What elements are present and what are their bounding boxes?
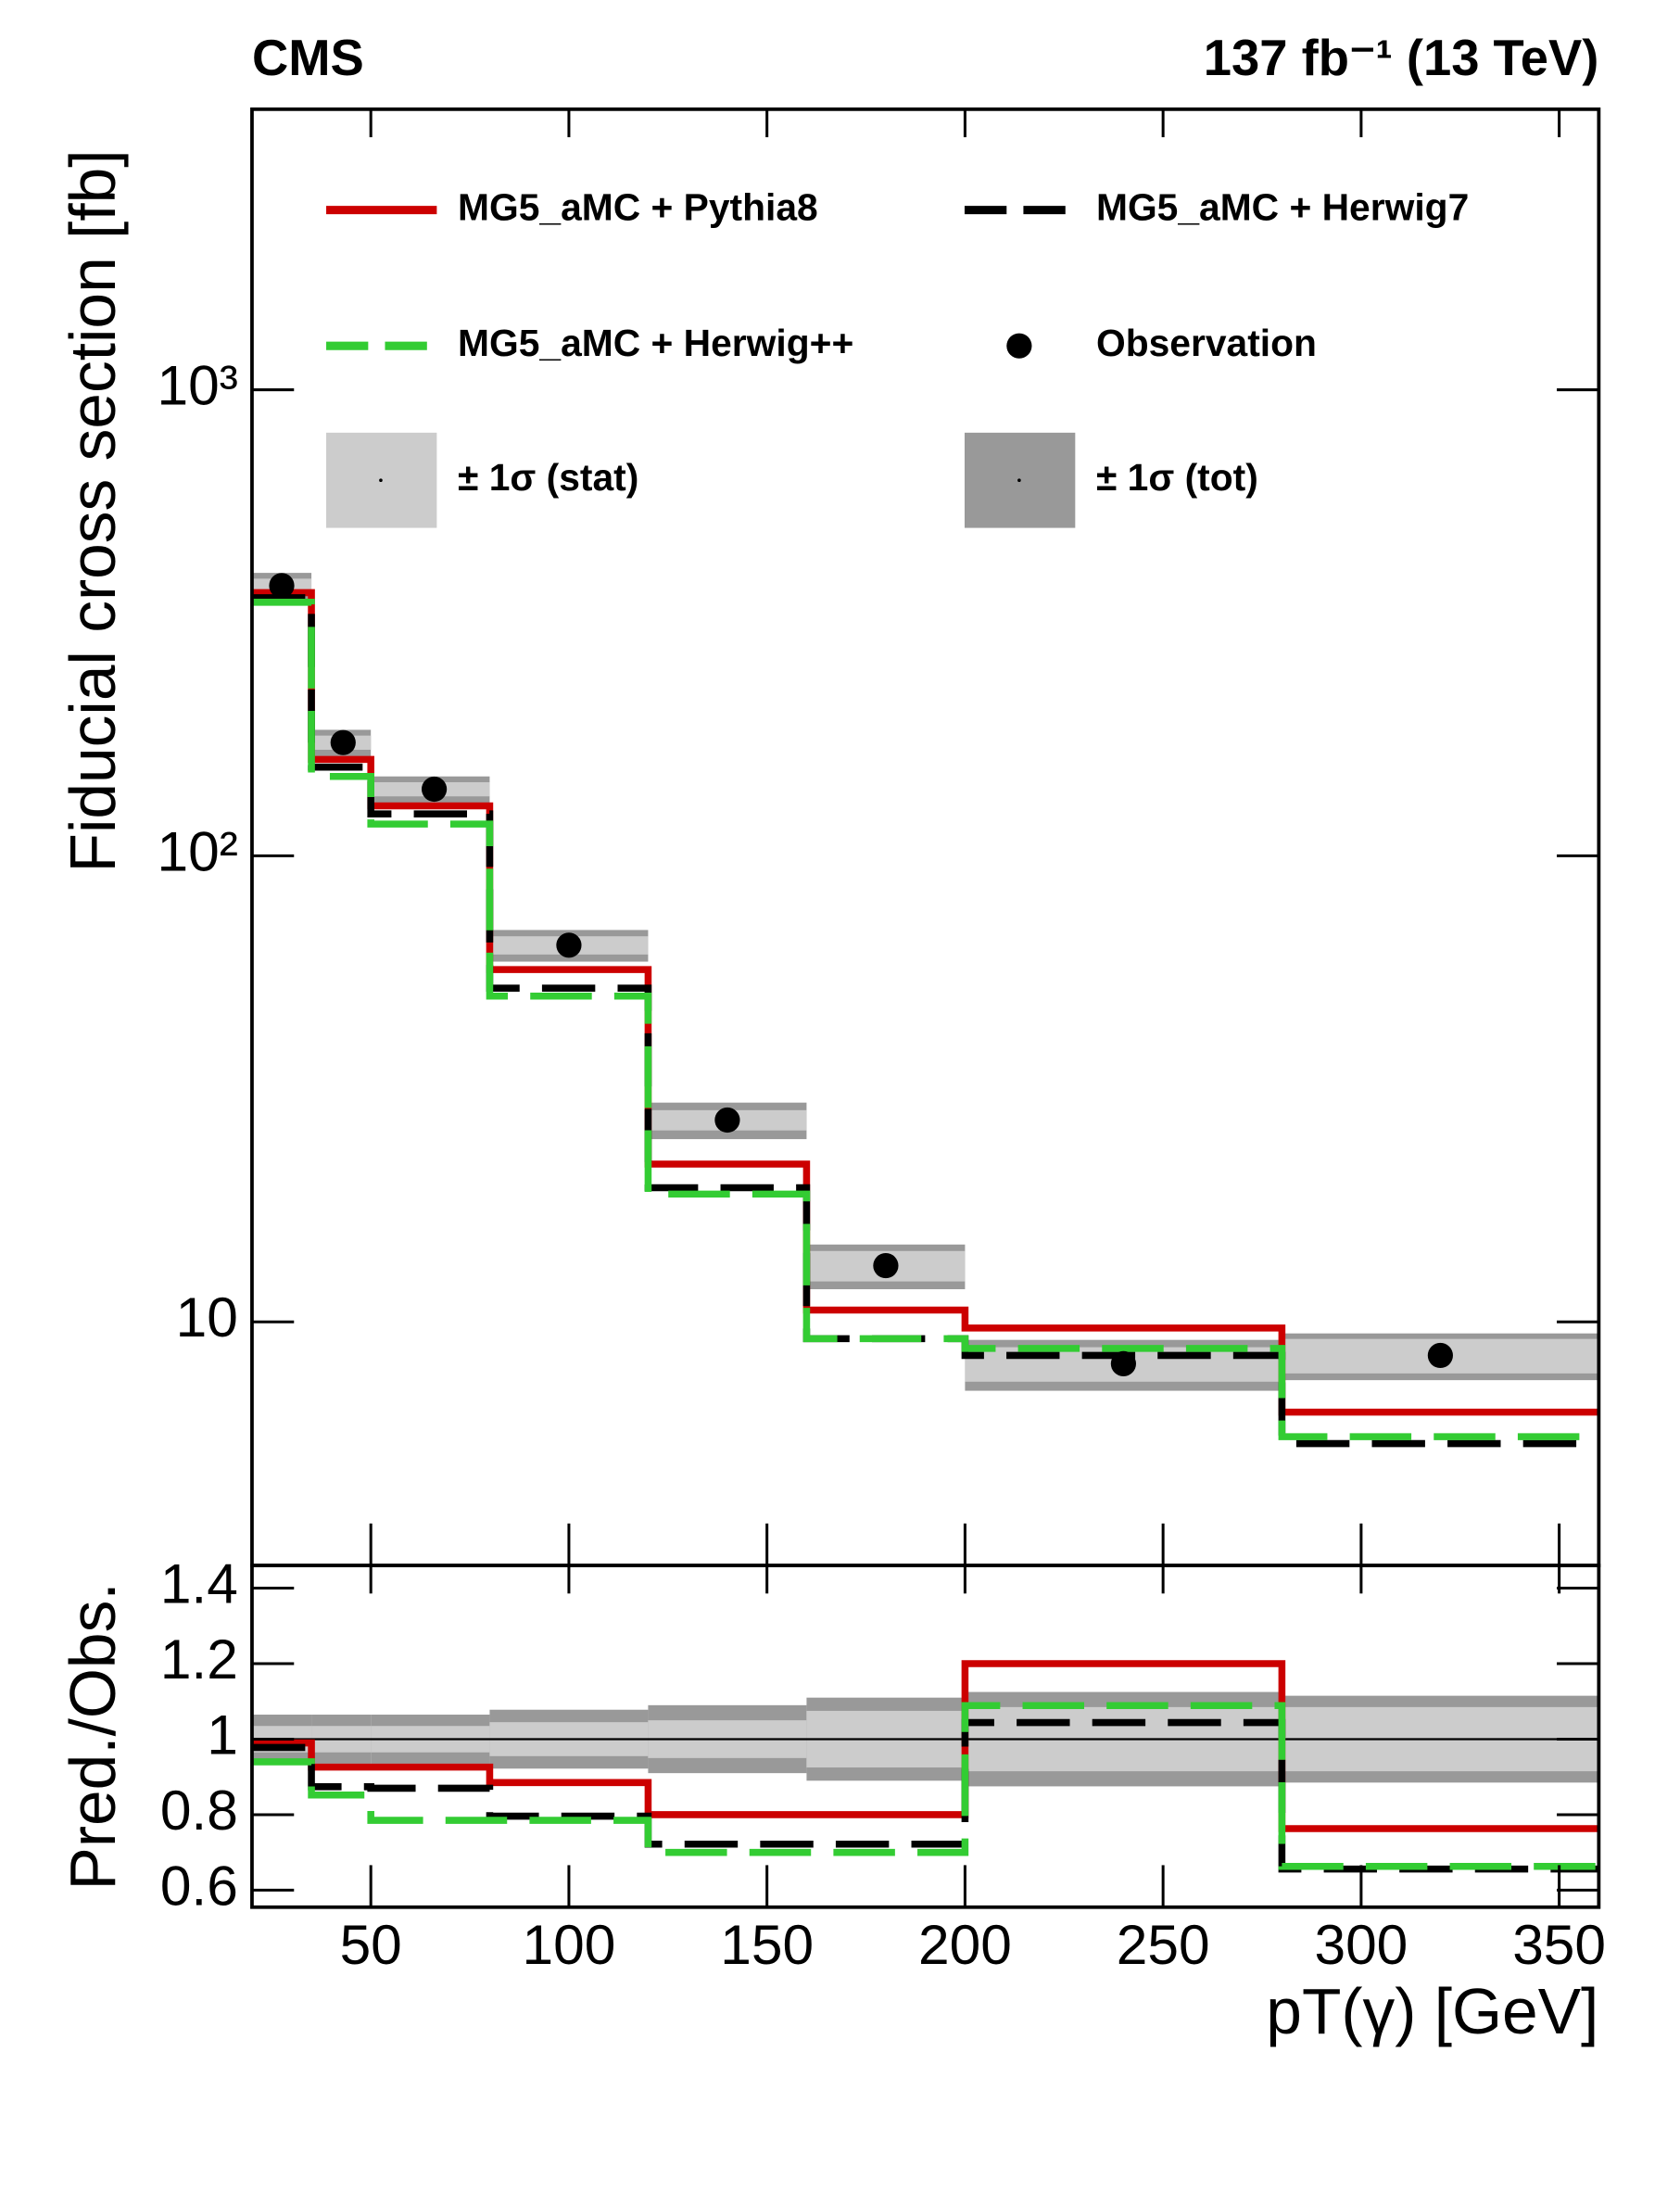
observation-point [556,932,582,958]
x-tick-label: 150 [720,1913,814,1976]
legend-swatch [1017,478,1021,483]
legend-label: ± 1σ (stat) [458,456,638,499]
series-line [251,594,1599,1448]
legend-swatch [379,478,383,483]
y-tick-label: 0.6 [160,1854,238,1917]
y-tick-label: 1.4 [160,1552,238,1615]
legend-label: MG5_aMC + Herwig7 [1096,185,1469,228]
x-tick-label: 200 [918,1913,1012,1976]
legend-label: MG5_aMC + Pythia8 [458,185,818,228]
legend-label: ± 1σ (tot) [1096,456,1258,499]
observation-point [421,776,448,803]
chart-title: CMS [252,30,364,86]
ratio-axis-title: Pred./Obs. [57,1582,129,1890]
x-tick-label: 300 [1314,1913,1408,1976]
x-tick-label: 350 [1512,1913,1606,1976]
chart-subtitle: 137 fb⁻¹ (13 TeV) [1204,30,1599,86]
x-axis-title: pT(γ) [GeV] [1266,1975,1598,2047]
y-tick-label: 10 [176,1285,238,1349]
legend-swatch [1006,333,1032,359]
y-axis-title: Fiducial cross section [fb] [57,149,129,872]
series-line [251,599,1599,1440]
observation-point [1110,1350,1136,1377]
plot-frame [250,1564,1601,1909]
y-tick-label: 10³ [157,354,237,417]
observation-point [269,573,295,599]
legend-label: MG5_aMC + Herwig++ [458,322,853,364]
series-line [251,1660,1599,1832]
observation-point [873,1252,899,1279]
x-tick-label: 250 [1117,1913,1210,1976]
y-tick-label: 10² [157,819,237,882]
observation-point [1427,1342,1453,1369]
series-line [251,1718,1599,1873]
y-tick-label: 1 [207,1703,238,1766]
legend-label: Observation [1096,322,1317,364]
y-tick-label: 0.8 [160,1779,238,1842]
y-tick-label: 1.2 [160,1627,238,1691]
x-tick-label: 50 [340,1913,402,1976]
series-line [251,1702,1599,1870]
observation-point [330,729,356,755]
x-tick-label: 100 [523,1913,616,1976]
series-line [251,589,1599,1416]
observation-point [714,1107,740,1133]
